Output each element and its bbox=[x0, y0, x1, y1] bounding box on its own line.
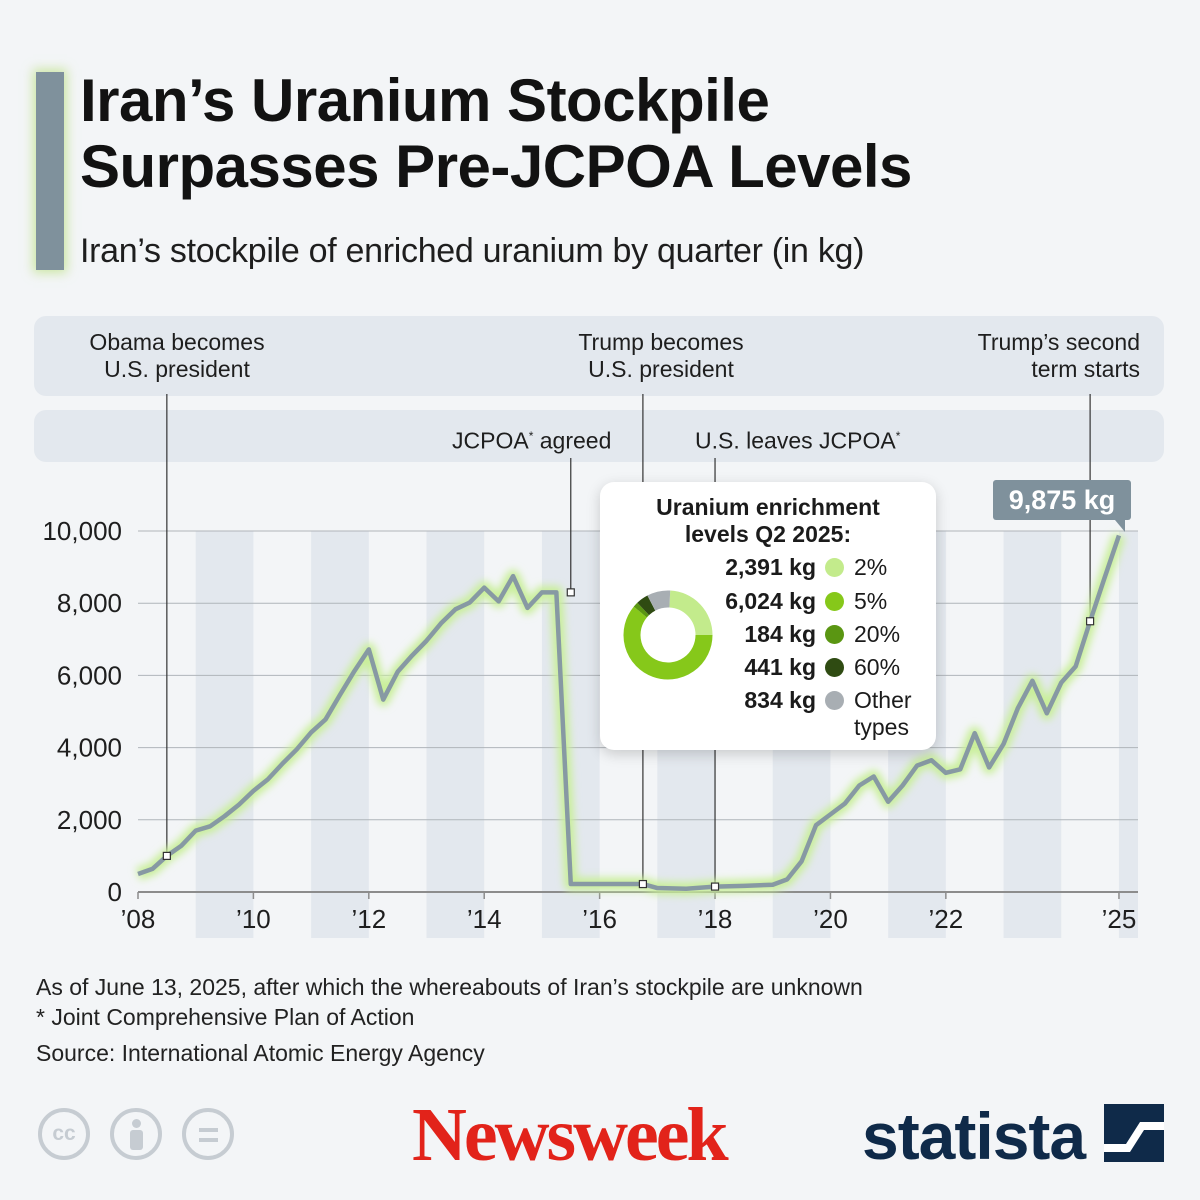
event-jcpoa-asterisk: * bbox=[528, 429, 534, 443]
breakdown-title-line2: levels Q2 2025: bbox=[684, 521, 852, 547]
source-note: Source: International Atomic Energy Agen… bbox=[36, 1040, 485, 1066]
breakdown-label: 60% bbox=[854, 654, 901, 680]
title-accent-bar bbox=[36, 72, 64, 270]
footnote-jcpoa: * Joint Comprehensive Plan of Action bbox=[36, 1004, 415, 1030]
donut-slice bbox=[623, 606, 713, 680]
annotation-marker bbox=[1086, 617, 1095, 626]
president-events-band bbox=[34, 316, 1164, 396]
person-body-shape bbox=[130, 1130, 143, 1150]
breakdown-label: 5% bbox=[854, 588, 888, 614]
donut-slice bbox=[633, 602, 650, 618]
breakdown-value: 441 kg bbox=[744, 654, 816, 680]
breakdown-value: 2,391 kg bbox=[725, 554, 816, 580]
x-tick-label: ’08 bbox=[121, 904, 156, 934]
statista-logo: statista bbox=[862, 1099, 1086, 1173]
breakdown-label-line1: Other bbox=[854, 687, 912, 713]
breakdown-row-other: 834 kg Other types bbox=[600, 687, 936, 740]
breakdown-row-20pct: 184 kg 20% bbox=[600, 621, 936, 651]
title-line-2: Surpasses Pre-JCPOA Levels bbox=[80, 133, 912, 200]
x-tick-label: ’14 bbox=[467, 904, 502, 934]
event-us-leaves-jcpoa: U.S. leaves JCPOA* bbox=[695, 423, 900, 455]
x-tick-label: ’10 bbox=[236, 904, 271, 934]
legend-dot bbox=[825, 691, 844, 710]
chart-title: Iran’s Uranium Stockpile Surpasses Pre-J… bbox=[80, 68, 912, 200]
legend-dot bbox=[825, 658, 844, 677]
x-tick-label: ’25 bbox=[1102, 904, 1137, 934]
breakdown-label: Other types bbox=[854, 687, 912, 741]
legend-dot bbox=[825, 558, 844, 577]
event-trump-second-term: Trump’s second term starts bbox=[978, 329, 1140, 383]
breakdown-row-5pct: 6,024 kg 5% bbox=[600, 588, 936, 618]
x-tick-label: ’22 bbox=[928, 904, 963, 934]
breakdown-value: 834 kg bbox=[744, 687, 816, 713]
event-jcpoa-agreed: JCPOA* agreed bbox=[452, 423, 611, 455]
attribution-icon bbox=[110, 1108, 162, 1160]
event-obama-line1: Obama becomes bbox=[89, 329, 265, 355]
event-us-leaves-asterisk: * bbox=[895, 429, 901, 443]
breakdown-value: 6,024 kg bbox=[725, 588, 816, 614]
breakdown-label: 2% bbox=[854, 554, 888, 580]
chart-subtitle: Iran’s stockpile of enriched uranium by … bbox=[80, 232, 865, 270]
breakdown-title-line1: Uranium enrichment bbox=[656, 494, 880, 520]
annotation-marker bbox=[566, 588, 575, 597]
annotation-marker bbox=[162, 851, 171, 861]
equals-bar-bottom bbox=[199, 1138, 218, 1142]
y-tick-label: 8,000 bbox=[57, 588, 122, 618]
legend-dot bbox=[825, 625, 844, 644]
event-trump: Trump becomes U.S. president bbox=[578, 329, 743, 383]
y-tick-label: 2,000 bbox=[57, 805, 122, 835]
no-derivatives-icon bbox=[182, 1108, 234, 1160]
breakdown-row-2pct: 2,391 kg 2% bbox=[600, 554, 936, 584]
breakdown-label: 20% bbox=[854, 621, 901, 647]
event-obama-line2: U.S. president bbox=[104, 356, 250, 382]
x-tick-label: ’18 bbox=[698, 904, 733, 934]
footnotes: As of June 13, 2025, after which the whe… bbox=[36, 972, 863, 1032]
creative-commons-icon: cc bbox=[38, 1108, 90, 1160]
y-tick-label: 0 bbox=[108, 877, 122, 907]
event-trump-line2: U.S. president bbox=[588, 356, 734, 382]
annotation-marker bbox=[638, 879, 648, 889]
event-us-leaves-label: U.S. leaves JCPOA bbox=[695, 427, 896, 454]
breakdown-title: Uranium enrichment levels Q2 2025: bbox=[600, 494, 936, 548]
cc-label: cc bbox=[52, 1122, 76, 1145]
year-stripe bbox=[311, 531, 369, 938]
breakdown-row-60pct: 441 kg 60% bbox=[600, 654, 936, 684]
enrichment-breakdown-panel: Uranium enrichment levels Q2 2025: 2,391… bbox=[600, 482, 936, 750]
event-obama: Obama becomes U.S. president bbox=[89, 329, 264, 383]
y-tick-label: 6,000 bbox=[57, 660, 122, 690]
x-tick-label: ’20 bbox=[813, 904, 848, 934]
event-jcpoa-suffix: agreed bbox=[533, 427, 612, 454]
title-line-1: Iran’s Uranium Stockpile bbox=[80, 67, 770, 134]
breakdown-value: 184 kg bbox=[744, 621, 816, 647]
donut-slice bbox=[668, 590, 713, 636]
newsweek-logo: Newsweek bbox=[412, 1093, 729, 1177]
y-tick-label: 10,000 bbox=[42, 516, 122, 546]
annotation-marker bbox=[710, 882, 720, 891]
event-second-line2: term starts bbox=[1031, 356, 1140, 382]
event-jcpoa-label: JCPOA bbox=[452, 427, 529, 454]
person-head-shape bbox=[132, 1119, 141, 1128]
breakdown-label-line2: types bbox=[854, 714, 909, 740]
event-second-line1: Trump’s second bbox=[977, 329, 1140, 355]
y-tick-label: 4,000 bbox=[57, 733, 122, 763]
donut-slice bbox=[637, 595, 656, 616]
year-stripe bbox=[1118, 531, 1138, 938]
equals-bar-top bbox=[199, 1128, 218, 1132]
x-tick-label: ’16 bbox=[582, 904, 617, 934]
event-trump-line1: Trump becomes bbox=[578, 329, 744, 355]
donut-slice bbox=[647, 590, 671, 611]
jcpoa-events-band bbox=[34, 410, 1164, 462]
year-stripe bbox=[195, 531, 254, 938]
statista-logo-icon bbox=[1104, 1104, 1164, 1162]
enrichment-donut-chart bbox=[623, 590, 713, 680]
latest-value-callout: 9,875 kg bbox=[993, 480, 1131, 532]
legend-dot bbox=[825, 592, 844, 611]
x-tick-label: ’12 bbox=[351, 904, 386, 934]
series-line bbox=[137, 534, 1122, 892]
footnote-date: As of June 13, 2025, after which the whe… bbox=[36, 974, 863, 1000]
